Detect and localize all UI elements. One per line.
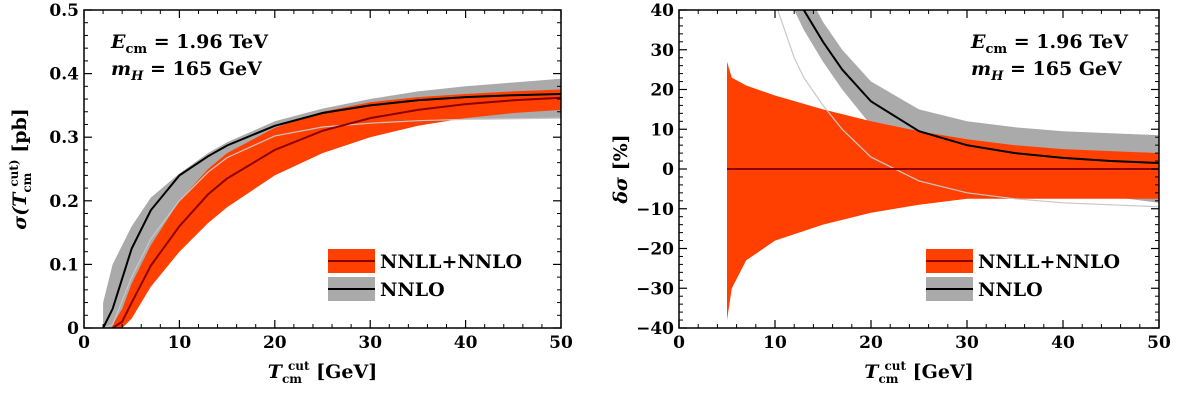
y-tick-label: 0.3 [49,128,79,148]
annotation: mH = 165 GeV [111,58,263,84]
x-tick-label: 30 [358,333,382,353]
band-nnll-nnlo [112,89,561,328]
legend-item-nnll-nnlo: NNLL+NNLO [328,249,522,273]
y-tick-label: −20 [636,240,674,260]
legend-label: NNLL+NNLO [978,251,1120,273]
central-line-nnll-nnlo [112,96,561,328]
legend-item-nnlo: NNLO [926,277,1043,301]
plot-frame [83,9,562,329]
panel-1: 0 10 20 30 40 50 0 0.1 0.2 0.3 0.4 0.5 Tcmcut [GeV] σ… [7,1,573,386]
y-tick-label: 0.4 [49,65,79,85]
x-tick-label: 10 [763,333,787,353]
annotation: mH = 165 GeV [971,58,1123,84]
annotation: Ecm = 1.96 TeV [970,31,1129,57]
band-nnll-nnlo [727,61,1159,321]
annotation: Ecm = 1.96 TeV [110,31,269,57]
x-axis-label: Tcmcut [GeV] [268,359,377,386]
x-tick-label: 0 [78,333,90,353]
y-tick-label: −30 [636,279,674,299]
x-tick-label: 20 [263,333,287,353]
x-tick-label: 40 [1051,333,1075,353]
y-axis-label: σ(Tcmcut) [pb] [7,108,34,230]
y-axis-label: δσ [%] [610,134,632,204]
y-tick-label: 10 [650,120,674,140]
y-tick-label: −10 [636,200,674,220]
y-tick-label: 0.5 [49,1,79,21]
x-tick-label: 50 [549,333,573,353]
panel-2: 0 10 20 30 40 50 −40 −30 −20 −10 0 10 20 30 40 Tcmcut [… [610,1,1171,386]
y-tick-label: 40 [650,1,674,21]
x-tick-label: 20 [859,333,883,353]
y-tick-label: 0 [662,160,674,180]
y-tick-label: 0.1 [49,255,79,275]
x-tick-label: 50 [1147,333,1171,353]
y-tick-label: −40 [636,319,674,339]
x-tick-label: 30 [955,333,979,353]
central-line-nnlo [102,93,561,328]
y-tick-label: 20 [650,81,674,101]
x-tick-label: 10 [168,333,192,353]
x-tick-label: 0 [673,333,685,353]
y-tick-label: 30 [650,41,674,61]
legend-label: NNLO [978,279,1043,301]
x-axis-label: Tcmcut [GeV] [864,359,973,386]
central-line-nnlo [802,10,1159,164]
plot-area [727,10,1159,321]
legend-label: NNLO [380,279,445,301]
edge-line-nnlo [102,117,561,328]
legend-label: NNLL+NNLO [380,251,522,273]
legend-item-nnlo: NNLO [328,277,445,301]
x-tick-label: 40 [454,333,478,353]
y-tick-label: 0.2 [49,192,79,212]
legend-item-nnll-nnlo: NNLL+NNLO [926,249,1120,273]
plot-area [102,78,561,328]
y-tick-label: 0 [67,319,79,339]
